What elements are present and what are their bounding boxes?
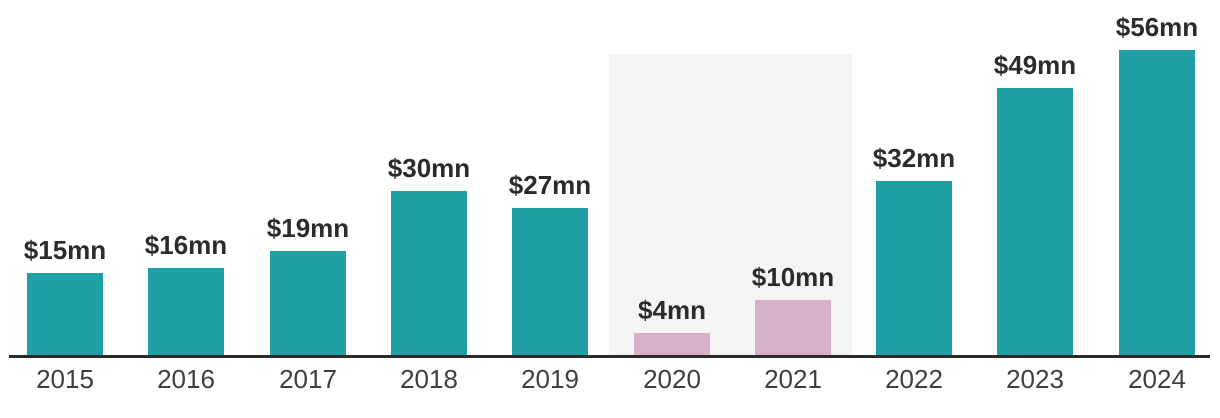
category-label-2022: 2022 [885, 364, 943, 394]
x-axis-line [9, 355, 1210, 358]
value-label-2020: $4mn [638, 295, 706, 325]
value-label-2017: $19mn [266, 213, 350, 243]
category-label-2015: 2015 [36, 364, 94, 394]
bar-2018 [391, 191, 467, 355]
category-label-2023: 2023 [1006, 364, 1064, 394]
value-label-2023: $49mn [993, 50, 1077, 80]
value-label-2022: $32mn [872, 143, 956, 173]
category-label-2021: 2021 [764, 364, 822, 394]
bar-2020 [634, 333, 710, 355]
bar-2017 [270, 251, 346, 355]
value-label-2016: $16mn [144, 230, 228, 260]
bar-2023 [997, 88, 1073, 355]
bar-2016 [148, 268, 224, 355]
bar-2022 [876, 181, 952, 355]
bar-2024 [1119, 50, 1195, 355]
category-label-2024: 2024 [1128, 364, 1186, 394]
category-label-2019: 2019 [521, 364, 579, 394]
category-label-2017: 2017 [279, 364, 337, 394]
category-label-2020: 2020 [643, 364, 701, 394]
bar-2019 [512, 208, 588, 355]
value-label-2018: $30mn [387, 153, 471, 183]
category-label-2018: 2018 [400, 364, 458, 394]
bar-2021 [755, 300, 831, 355]
value-label-2015: $15mn [23, 235, 107, 265]
value-label-2019: $27mn [508, 170, 592, 200]
bar-2015 [27, 273, 103, 355]
category-label-2016: 2016 [157, 364, 215, 394]
value-label-2024: $56mn [1115, 12, 1199, 42]
value-label-2021: $10mn [751, 262, 835, 292]
